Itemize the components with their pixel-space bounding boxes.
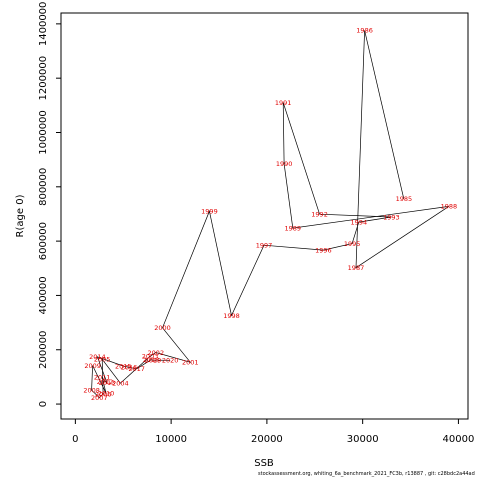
year-label-2017: 2017 — [128, 365, 145, 373]
year-label-2002: 2002 — [148, 349, 165, 357]
year-label-1995: 1995 — [344, 240, 361, 248]
year-label-2006: 2006 — [95, 390, 112, 398]
year-label-2011: 2011 — [94, 374, 111, 382]
year-label-1989: 1989 — [284, 224, 301, 232]
year-label-2018: 2018 — [143, 356, 160, 364]
year-label-2013: 2013 — [99, 379, 116, 387]
x-tick-label: 0 — [72, 434, 78, 445]
x-tick-label: 10000 — [155, 434, 187, 445]
year-label-2003: 2003 — [142, 353, 159, 361]
year-label-2004: 2004 — [112, 379, 129, 387]
year-label-2010: 2010 — [98, 390, 115, 398]
y-tick-label: 0 — [38, 401, 49, 407]
year-label-2012: 2012 — [97, 378, 114, 386]
year-label-2020: 2020 — [162, 357, 179, 365]
footer-credit: stockassessment.org, whiting_6a_benchmar… — [258, 471, 475, 477]
plot-frame — [60, 12, 469, 420]
x-tick-label: 20000 — [251, 434, 283, 445]
y-tick-label: 400000 — [38, 276, 49, 314]
y-tick-label: 200000 — [38, 331, 49, 369]
year-label-2014: 2014 — [89, 353, 106, 361]
year-label-1991: 1991 — [275, 99, 292, 107]
y-tick-label: 1400000 — [38, 2, 49, 47]
year-label-2001: 2001 — [182, 359, 199, 367]
year-label-2008: 2008 — [83, 387, 100, 395]
x-tick-label: 40000 — [443, 434, 475, 445]
year-label-1994: 1994 — [351, 218, 368, 226]
year-label-2019: 2019 — [145, 356, 162, 364]
year-labels: 1985 1986 1987 1988 1989 1990 1991 1992 1993 1994… — [83, 27, 457, 402]
year-label-1999: 1999 — [201, 208, 218, 216]
year-label-1992: 1992 — [311, 211, 328, 219]
x-tick-label: 30000 — [347, 434, 379, 445]
year-label-1998: 1998 — [223, 312, 240, 320]
year-label-1985: 1985 — [396, 195, 413, 203]
year-label-2000: 2000 — [154, 324, 171, 332]
y-tick-label: 1000000 — [38, 110, 49, 155]
year-label-1986: 1986 — [356, 27, 373, 35]
year-label-1988: 1988 — [441, 203, 458, 211]
year-label-1993: 1993 — [383, 213, 400, 221]
year-label-2009: 2009 — [84, 362, 101, 370]
recruitment-path-line — [91, 30, 449, 398]
year-label-2005: 2005 — [94, 356, 111, 364]
x-axis-title: SSB — [254, 458, 274, 469]
year-label-2015: 2015 — [115, 362, 132, 370]
year-label-2007: 2007 — [91, 394, 108, 402]
year-label-1997: 1997 — [256, 241, 273, 249]
year-label-1990: 1990 — [276, 160, 293, 168]
y-axis-title: R(age 0) — [15, 194, 26, 237]
y-tick-label: 800000 — [38, 168, 49, 206]
year-label-1987: 1987 — [348, 264, 365, 272]
y-axis: 0 200000 400000 600000 800000 1000000 1200000 1… — [38, 2, 61, 407]
year-label-1996: 1996 — [315, 246, 332, 254]
x-axis: 0 10000 20000 30000 40000 — [72, 419, 474, 445]
y-tick-label: 1200000 — [38, 56, 49, 101]
year-label-2016: 2016 — [121, 364, 138, 372]
y-tick-label: 600000 — [38, 222, 49, 260]
